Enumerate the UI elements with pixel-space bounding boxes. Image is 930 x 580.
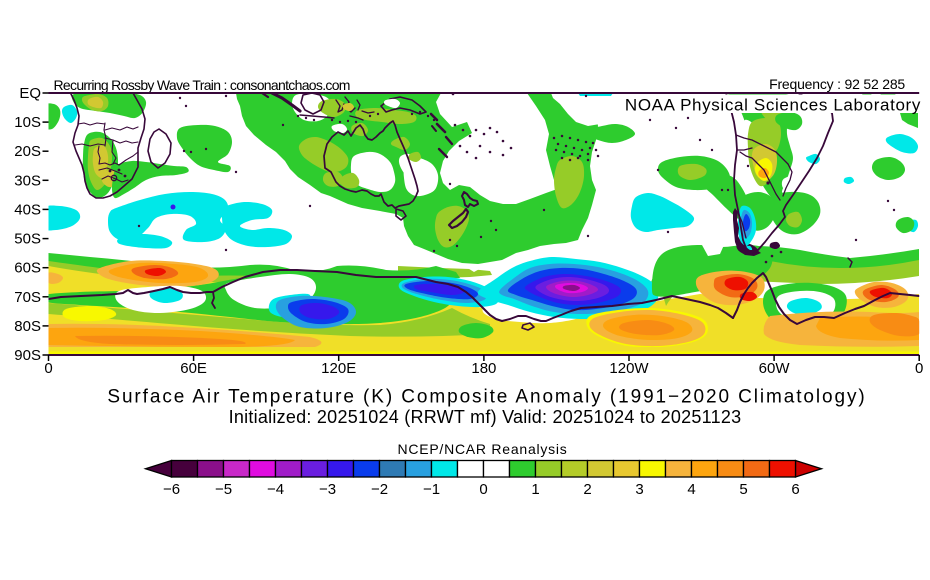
svg-text:50S: 50S <box>14 231 41 248</box>
svg-text:20S: 20S <box>14 143 41 160</box>
svg-text:−6: −6 <box>163 481 180 498</box>
svg-text:120W: 120W <box>609 360 649 377</box>
svg-text:6: 6 <box>791 481 799 498</box>
svg-text:5: 5 <box>739 481 747 498</box>
svg-text:NOAA Physical Sciences Laborat: NOAA Physical Sciences Laboratory <box>625 96 921 115</box>
svg-text:30S: 30S <box>14 172 41 189</box>
svg-text:3: 3 <box>635 481 643 498</box>
svg-text:Recurring Rossby Wave Train :: Recurring Rossby Wave Train : consonantc… <box>54 77 350 93</box>
svg-text:90S: 90S <box>14 347 41 364</box>
svg-text:60E: 60E <box>180 360 207 377</box>
svg-text:−2: −2 <box>371 481 388 498</box>
svg-text:70S: 70S <box>14 289 41 306</box>
svg-text:Frequency : 92 52 285: Frequency : 92 52 285 <box>769 76 905 92</box>
svg-text:120E: 120E <box>321 360 356 377</box>
svg-text:−5: −5 <box>215 481 232 498</box>
svg-text:80S: 80S <box>14 318 41 335</box>
svg-text:Surface Air Temperature (K) Co: Surface Air Temperature (K) Composite An… <box>107 387 866 408</box>
svg-text:NCEP/NCAR Reanalysis: NCEP/NCAR Reanalysis <box>397 441 567 457</box>
svg-text:−1: −1 <box>423 481 440 498</box>
svg-text:EQ: EQ <box>19 85 41 102</box>
svg-text:40S: 40S <box>14 201 41 218</box>
svg-text:0: 0 <box>915 360 923 377</box>
svg-text:4: 4 <box>687 481 695 498</box>
svg-text:−4: −4 <box>267 481 284 498</box>
svg-text:60S: 60S <box>14 260 41 277</box>
svg-text:60W: 60W <box>759 360 791 377</box>
svg-text:1: 1 <box>531 481 539 498</box>
svg-text:180: 180 <box>471 360 496 377</box>
svg-text:10S: 10S <box>14 114 41 131</box>
svg-text:0: 0 <box>479 481 487 498</box>
svg-text:Initialized: 20251024 (RRWT mf: Initialized: 20251024 (RRWT mf) Valid: 2… <box>229 407 742 427</box>
svg-text:0: 0 <box>44 360 52 377</box>
svg-text:2: 2 <box>583 481 591 498</box>
svg-text:−3: −3 <box>319 481 336 498</box>
